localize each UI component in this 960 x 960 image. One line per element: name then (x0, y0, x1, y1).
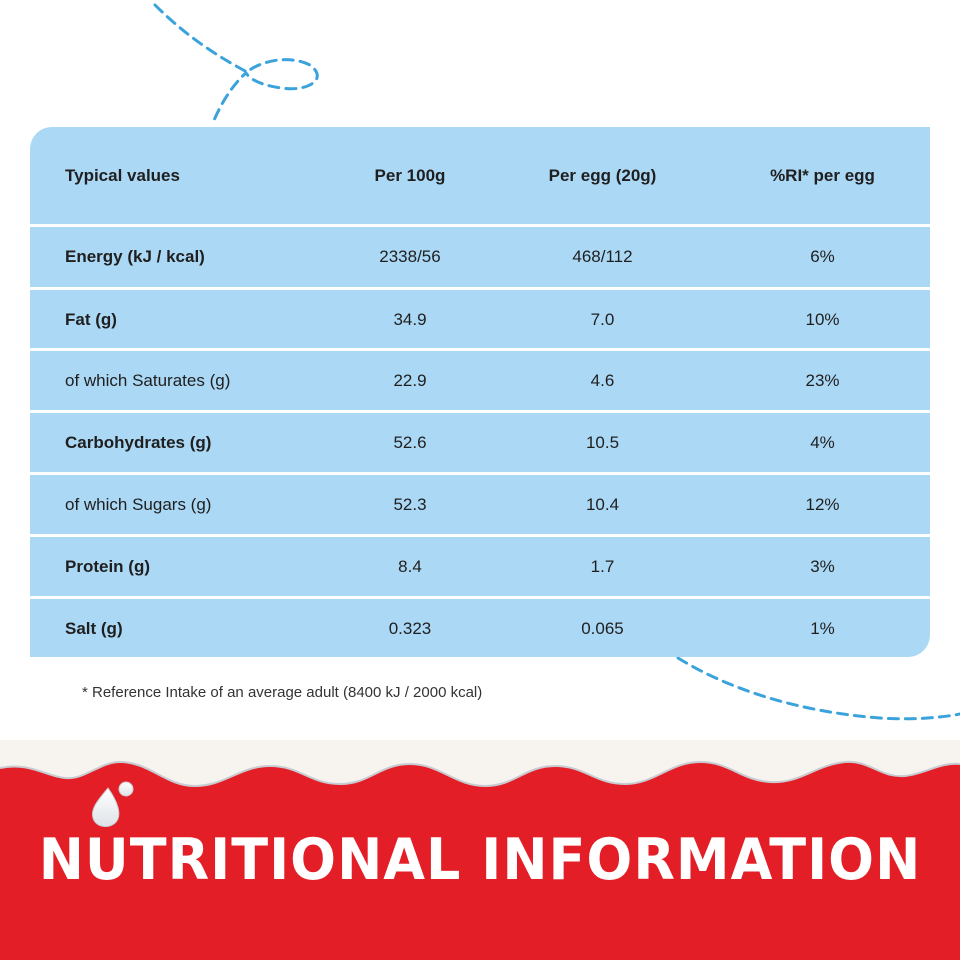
header-per-egg: Per egg (20g) (548, 166, 657, 185)
per-100g-value: 8.4 (398, 557, 422, 576)
header-ri-per-egg: %RI* per egg (770, 166, 875, 185)
table-row-protein: Protein (g) 8.4 1.7 3% (30, 537, 930, 597)
per-egg-value: 1.7 (590, 557, 615, 576)
per-100g-value: 22.9 (393, 371, 427, 390)
row-divider (30, 224, 930, 227)
row-label: Energy (kJ / kcal) (65, 247, 205, 266)
row-label: of which Sugars (g) (65, 495, 212, 514)
row-label: Carbohydrates (g) (65, 433, 212, 452)
table-row-saturates: of which Saturates (g) 22.9 4.6 23% (30, 351, 930, 411)
per-egg-value: 10.4 (585, 495, 620, 514)
ri-value: 12% (805, 495, 840, 514)
per-100g-value: 34.9 (393, 310, 427, 329)
table-row-fat: Fat (g) 34.9 7.0 10% (30, 290, 930, 350)
ri-value: 6% (810, 247, 835, 266)
header-typical-values: Typical values (65, 166, 180, 185)
row-divider (30, 534, 930, 537)
ri-value: 4% (810, 433, 835, 452)
per-egg-value: 0.065 (581, 619, 624, 638)
row-divider (30, 348, 930, 351)
table-row-sugars: of which Sugars (g) 52.3 10.4 12% (30, 475, 930, 535)
per-egg-value: 10.5 (585, 433, 620, 452)
ri-value: 23% (805, 371, 840, 390)
table-row-salt: Salt (g) 0.323 0.065 1% (30, 599, 930, 657)
per-egg-value: 4.6 (590, 371, 615, 390)
per-100g-value: 52.6 (393, 433, 427, 452)
row-label: Protein (g) (65, 557, 150, 576)
per-100g-value: 0.323 (388, 619, 432, 638)
reference-intake-footnote: * Reference Intake of an average adult (… (82, 684, 483, 701)
row-divider (30, 472, 930, 475)
header-per-100g: Per 100g (374, 166, 446, 185)
milk-drop-icon (91, 781, 134, 827)
row-divider (30, 287, 930, 290)
row-label: Fat (g) (65, 310, 117, 329)
row-divider (30, 596, 930, 599)
row-label: Salt (g) (65, 619, 123, 638)
table-row-carbohydrates: Carbohydrates (g) 52.6 10.5 4% (30, 413, 930, 473)
per-100g-value: 52.3 (393, 495, 427, 514)
table-header-row: Typical values Per 100g Per egg (20g) %R… (30, 127, 930, 225)
row-divider (30, 410, 930, 413)
nutrition-table: Typical values Per 100g Per egg (20g) %R… (30, 127, 930, 657)
banner-title: NUTRITIONAL INFORMATION (38, 826, 922, 893)
ri-value: 1% (810, 619, 835, 638)
table-row-energy: Energy (kJ / kcal) 2338/56 468/112 6% (30, 227, 930, 287)
ri-value: 10% (805, 310, 840, 329)
ri-value: 3% (810, 557, 835, 576)
milk-wave-banner (0, 740, 960, 960)
row-label: of which Saturates (g) (65, 371, 231, 390)
per-100g-value: 2338/56 (379, 247, 441, 266)
per-egg-value: 7.0 (590, 310, 615, 329)
per-egg-value: 468/112 (572, 247, 633, 266)
